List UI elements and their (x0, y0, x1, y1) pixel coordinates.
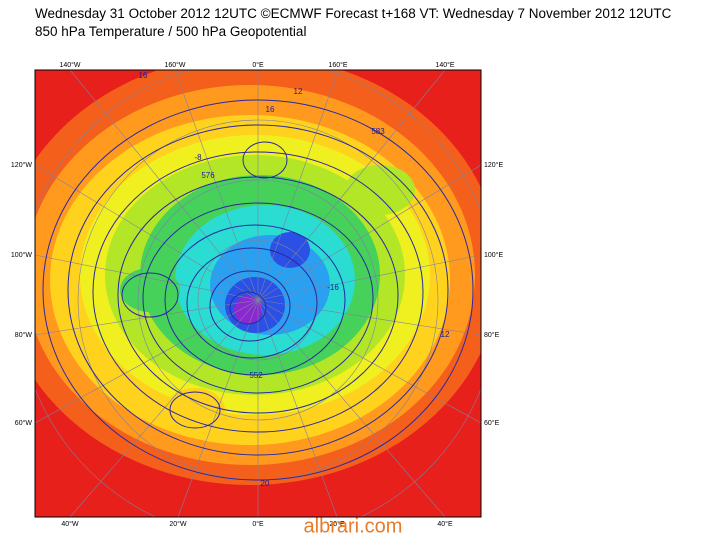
contour-label: 16 (139, 71, 148, 80)
contour-label: -16 (327, 283, 339, 292)
longitude-label: 0°E (252, 61, 264, 69)
map-frame (34, 69, 482, 518)
longitude-label: 20°E (329, 520, 345, 528)
longitude-label: 60°E (484, 419, 500, 427)
contour-label: 583 (371, 127, 385, 136)
longitude-label: 60°W (15, 419, 33, 427)
longitude-label: 20°W (169, 520, 187, 528)
longitude-label: 0°E (252, 520, 264, 528)
longitude-label: 40°W (61, 520, 79, 528)
contour-label: -8 (194, 153, 202, 162)
longitude-label: 140°W (59, 61, 80, 69)
contour-label: 12 (294, 87, 303, 96)
longitude-label: 120°W (11, 161, 32, 169)
longitude-label: 40°E (437, 520, 453, 528)
longitude-label: 100°E (484, 251, 503, 259)
longitude-label: 80°E (484, 331, 500, 339)
contour-label: 16 (266, 105, 275, 114)
header-line: 850 hPa Temperature / 500 hPa Geopotenti… (35, 24, 307, 39)
contour-label: 20 (261, 479, 270, 488)
longitude-label: 120°E (484, 161, 503, 169)
contour-label: 552 (249, 371, 263, 380)
longitude-label: 160°W (164, 61, 185, 69)
longitude-label: 160°E (328, 61, 347, 69)
temperature-field (35, 70, 481, 517)
longitude-label: 140°E (435, 61, 454, 69)
header-line: Wednesday 31 October 2012 12UTC ©ECMWF F… (35, 6, 672, 21)
longitude-label: 100°W (11, 251, 32, 259)
contour-label: 12 (441, 330, 450, 339)
watermark: albrari.com (304, 515, 403, 535)
geopotential-contours (42, 99, 474, 481)
longitude-label: 80°W (15, 331, 33, 339)
contour-label: 576 (201, 171, 215, 180)
